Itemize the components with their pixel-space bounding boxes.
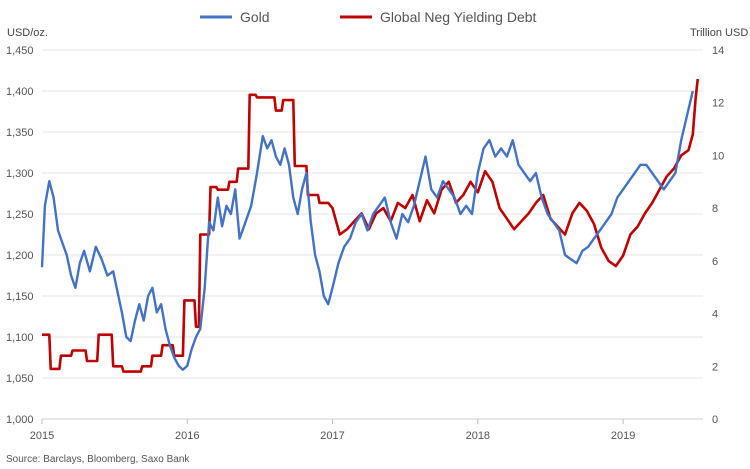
right-tick-label: 6	[712, 256, 718, 268]
left-tick-label: 1,450	[6, 45, 34, 57]
right-tick-label: 2	[712, 361, 718, 373]
x-tick-label: 2019	[611, 430, 635, 442]
left-tick-label: 1,050	[6, 373, 34, 385]
right-tick-label: 10	[712, 150, 724, 162]
legend: Gold Global Neg Yielding Debt	[200, 9, 537, 25]
x-tick-label: 2016	[175, 430, 199, 442]
right-tick-label: 8	[712, 203, 718, 215]
x-tick-label: 2018	[466, 430, 490, 442]
x-tick-label: 2017	[320, 430, 344, 442]
x-axis-ticks: 2015 2016 2017 2018 2019	[30, 419, 635, 442]
right-tick-label: 14	[712, 45, 724, 57]
left-tick-label: 1,300	[6, 168, 34, 180]
x-tick-label: 2015	[30, 430, 54, 442]
right-tick-label: 12	[712, 98, 724, 110]
left-axis-ticks: 1,000 1,050 1,100 1,150 1,200 1,250 1,300 1,350…	[6, 45, 34, 426]
left-tick-label: 1,150	[6, 291, 34, 303]
left-tick-label: 1,400	[6, 86, 34, 98]
legend-label-gold: Gold	[240, 9, 270, 25]
left-tick-label: 1,250	[6, 209, 34, 221]
right-axis-unit: Trillion USD	[690, 27, 748, 39]
right-tick-label: 0	[712, 414, 718, 426]
source-note: Source: Barclays, Bloomberg, Saxo Bank	[6, 454, 190, 465]
series-line-global-neg-yielding-debt	[42, 93, 697, 373]
left-tick-label: 1,000	[6, 414, 34, 426]
left-tick-label: 1,350	[6, 127, 34, 139]
series-line-gold	[40, 90, 694, 371]
left-axis-unit: USD/oz.	[7, 27, 48, 39]
left-tick-label: 1,200	[6, 250, 34, 262]
legend-label-debt: Global Neg Yielding Debt	[380, 9, 537, 25]
series-layer	[40, 78, 700, 373]
left-tick-label: 1,100	[6, 332, 34, 344]
gridlines	[42, 49, 703, 379]
series-end-debt	[694, 78, 700, 98]
right-axis-ticks: 0 2 4 6 8 10 12 14	[712, 45, 724, 426]
right-tick-label: 4	[712, 309, 718, 321]
